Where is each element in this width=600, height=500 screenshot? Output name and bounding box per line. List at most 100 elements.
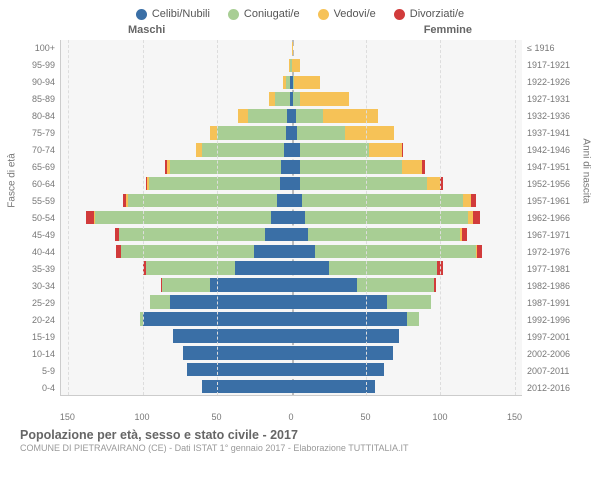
male-bar bbox=[61, 346, 292, 360]
male-bar bbox=[61, 59, 292, 73]
birth-year-label: 1962-1966 bbox=[524, 210, 580, 227]
pyramid-row bbox=[61, 311, 522, 328]
y-axis-title-right: Anni di nascita bbox=[581, 138, 592, 203]
bar-segment bbox=[173, 329, 292, 343]
birth-year-label: 1947-1951 bbox=[524, 159, 580, 176]
female-bar bbox=[292, 126, 523, 140]
age-label: 40-44 bbox=[20, 243, 58, 260]
bar-segment bbox=[149, 177, 280, 191]
bar-segment bbox=[402, 160, 423, 174]
birth-year-label: 1952-1956 bbox=[524, 176, 580, 193]
bar-segment bbox=[308, 228, 460, 242]
male-bar bbox=[61, 92, 292, 106]
age-label: 50-54 bbox=[20, 210, 58, 227]
pyramid-row bbox=[61, 327, 522, 344]
female-bar bbox=[292, 245, 523, 259]
bar-segment bbox=[293, 92, 300, 106]
pyramid-row bbox=[61, 209, 522, 226]
bar-segment bbox=[407, 312, 419, 326]
female-bar bbox=[292, 92, 523, 106]
bar-segment bbox=[121, 245, 255, 259]
y-axis-left: 100+95-9990-9485-8980-8475-7970-7465-696… bbox=[20, 40, 58, 396]
bar-segment bbox=[292, 312, 408, 326]
female-bar bbox=[292, 160, 523, 174]
bar-segment bbox=[300, 92, 349, 106]
pyramid-row bbox=[61, 378, 522, 395]
gridline bbox=[515, 40, 516, 395]
bar-segment bbox=[254, 245, 291, 259]
pyramid-row bbox=[61, 361, 522, 378]
bar-segment bbox=[422, 160, 425, 174]
birth-year-label: 1997-2001 bbox=[524, 328, 580, 345]
male-bar bbox=[61, 143, 292, 157]
footer: Popolazione per età, sesso e stato civil… bbox=[0, 424, 600, 453]
bar-segment bbox=[183, 346, 292, 360]
bar-segment bbox=[292, 380, 375, 394]
birth-year-label: 1932-1936 bbox=[524, 108, 580, 125]
bar-segment bbox=[292, 261, 329, 275]
legend-item: Coniugati/e bbox=[228, 8, 300, 20]
birth-year-label: 1977-1981 bbox=[524, 260, 580, 277]
male-bar bbox=[61, 211, 292, 225]
bar-segment bbox=[150, 295, 169, 309]
age-label: 75-79 bbox=[20, 125, 58, 142]
bar-segment bbox=[292, 363, 384, 377]
female-bar bbox=[292, 211, 523, 225]
bar-segment bbox=[187, 363, 291, 377]
legend-swatch bbox=[228, 9, 239, 20]
age-label: 60-64 bbox=[20, 176, 58, 193]
gridline bbox=[68, 40, 69, 395]
birth-year-label: 1917-1921 bbox=[524, 57, 580, 74]
chart-subtitle: COMUNE DI PIETRAVAIRANO (CE) - Dati ISTA… bbox=[20, 443, 580, 453]
age-label: 85-89 bbox=[20, 91, 58, 108]
birth-year-label: 1992-1996 bbox=[524, 311, 580, 328]
age-label: 65-69 bbox=[20, 159, 58, 176]
y-axis-right: ≤ 19161917-19211922-19261927-19311932-19… bbox=[524, 40, 580, 396]
bar-segment bbox=[369, 143, 402, 157]
bar-segment bbox=[292, 194, 302, 208]
pyramid-row bbox=[61, 125, 522, 142]
bar-segment bbox=[387, 295, 432, 309]
legend-label: Celibi/Nubili bbox=[152, 8, 210, 20]
birth-year-label: 1987-1991 bbox=[524, 294, 580, 311]
pyramid-row bbox=[61, 226, 522, 243]
bar-segment bbox=[292, 228, 308, 242]
bar-segment bbox=[292, 245, 316, 259]
bar-segment bbox=[323, 109, 378, 123]
pyramid-row bbox=[61, 277, 522, 294]
bar-segment bbox=[292, 59, 301, 73]
bar-segment bbox=[128, 194, 277, 208]
gridline bbox=[366, 40, 367, 395]
pyramid-row bbox=[61, 260, 522, 277]
female-bar bbox=[292, 76, 523, 90]
bar-segment bbox=[315, 245, 476, 259]
male-bar bbox=[61, 278, 292, 292]
bar-segment bbox=[271, 211, 292, 225]
female-bar bbox=[292, 228, 523, 242]
bar-segment bbox=[345, 126, 394, 140]
pyramid-row bbox=[61, 243, 522, 260]
bar-segment bbox=[357, 278, 434, 292]
pyramid-row bbox=[61, 344, 522, 361]
female-bar bbox=[292, 42, 523, 56]
bar-segment bbox=[292, 177, 301, 191]
chart-title: Popolazione per età, sesso e stato civil… bbox=[20, 428, 580, 442]
bar-segment bbox=[471, 194, 475, 208]
female-bar bbox=[292, 380, 523, 394]
male-bar bbox=[61, 363, 292, 377]
female-bar bbox=[292, 329, 523, 343]
bar-segment bbox=[277, 194, 292, 208]
bar-segment bbox=[302, 194, 463, 208]
bar-segment bbox=[300, 143, 368, 157]
birth-year-label: 2012-2016 bbox=[524, 379, 580, 396]
bar-segment bbox=[477, 245, 481, 259]
bar-segment bbox=[294, 76, 319, 90]
bar-segment bbox=[265, 228, 292, 242]
bar-segment bbox=[238, 109, 248, 123]
male-label: Maschi bbox=[128, 24, 165, 36]
legend: Celibi/NubiliConiugati/eVedovi/eDivorzia… bbox=[0, 0, 600, 24]
male-bar bbox=[61, 160, 292, 174]
male-bar bbox=[61, 109, 292, 123]
bar-segment bbox=[297, 126, 345, 140]
legend-item: Vedovi/e bbox=[318, 8, 376, 20]
